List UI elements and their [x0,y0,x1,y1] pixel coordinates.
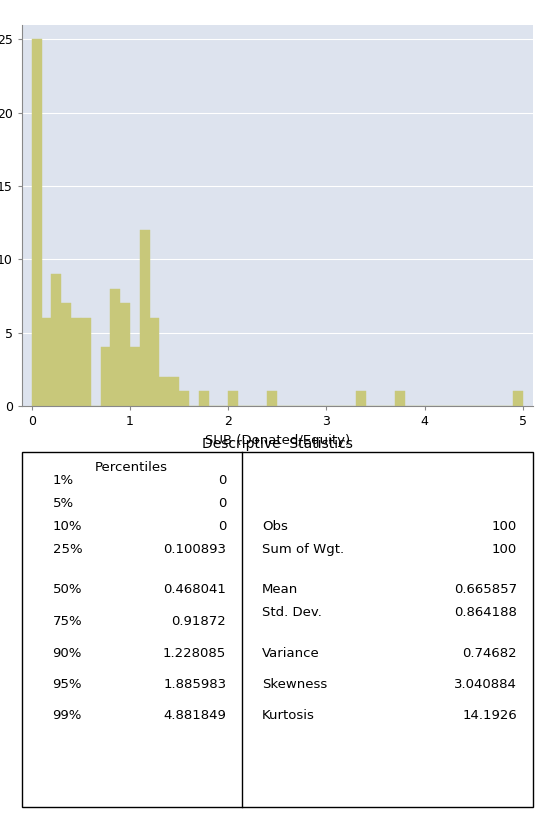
Text: 1%: 1% [53,474,74,487]
Text: Percentiles: Percentiles [95,462,168,474]
Text: 1.228085: 1.228085 [163,648,226,661]
Bar [110,289,120,406]
Text: Skewness: Skewness [262,678,327,691]
Text: 0: 0 [218,519,226,532]
X-axis label: SUB (Donated/Equity): SUB (Donated/Equity) [205,434,350,447]
Bar [32,40,42,406]
Text: 0.864188: 0.864188 [455,606,517,619]
Text: 4.881849: 4.881849 [163,709,226,722]
Text: Sum of Wgt.: Sum of Wgt. [262,542,344,556]
Text: 0.100893: 0.100893 [163,542,226,556]
Bar [120,304,130,406]
Text: 100: 100 [492,542,517,556]
Bar [81,318,91,406]
Bar [169,377,179,406]
Bar [140,230,150,406]
Text: Std. Dev.: Std. Dev. [262,606,322,619]
Text: 0.665857: 0.665857 [454,583,517,596]
Bar [513,392,523,406]
Bar [52,274,61,406]
Text: 10%: 10% [53,519,82,532]
Bar [395,392,405,406]
Text: Descriptive  Statistics: Descriptive Statistics [202,436,352,450]
Text: 0.468041: 0.468041 [163,583,226,596]
Bar [150,318,159,406]
Text: 5%: 5% [53,497,74,509]
Text: Kurtosis: Kurtosis [262,709,315,722]
Text: 14.1926: 14.1926 [462,709,517,722]
Bar [61,304,71,406]
Text: Mean: Mean [262,583,298,596]
Text: 100: 100 [492,519,517,532]
Text: Obs: Obs [262,519,288,532]
Bar [267,392,277,406]
Bar [179,392,189,406]
Text: 99%: 99% [53,709,82,722]
Bar [356,392,366,406]
Bar [130,347,140,406]
Text: 3.040884: 3.040884 [455,678,517,691]
Text: 75%: 75% [53,615,82,628]
Text: 25%: 25% [53,542,82,556]
Text: 95%: 95% [53,678,82,691]
Bar [100,347,110,406]
Text: 0: 0 [218,497,226,509]
Text: 0.74682: 0.74682 [463,648,517,661]
Bar [42,318,52,406]
Text: 90%: 90% [53,648,82,661]
Text: Variance: Variance [262,648,320,661]
Bar [199,392,209,406]
Bar [228,392,238,406]
Text: 1.885983: 1.885983 [163,678,226,691]
Bar [159,377,169,406]
Text: 50%: 50% [53,583,82,596]
Text: 0.91872: 0.91872 [171,615,226,628]
Bar [71,318,81,406]
Text: 0: 0 [218,474,226,487]
